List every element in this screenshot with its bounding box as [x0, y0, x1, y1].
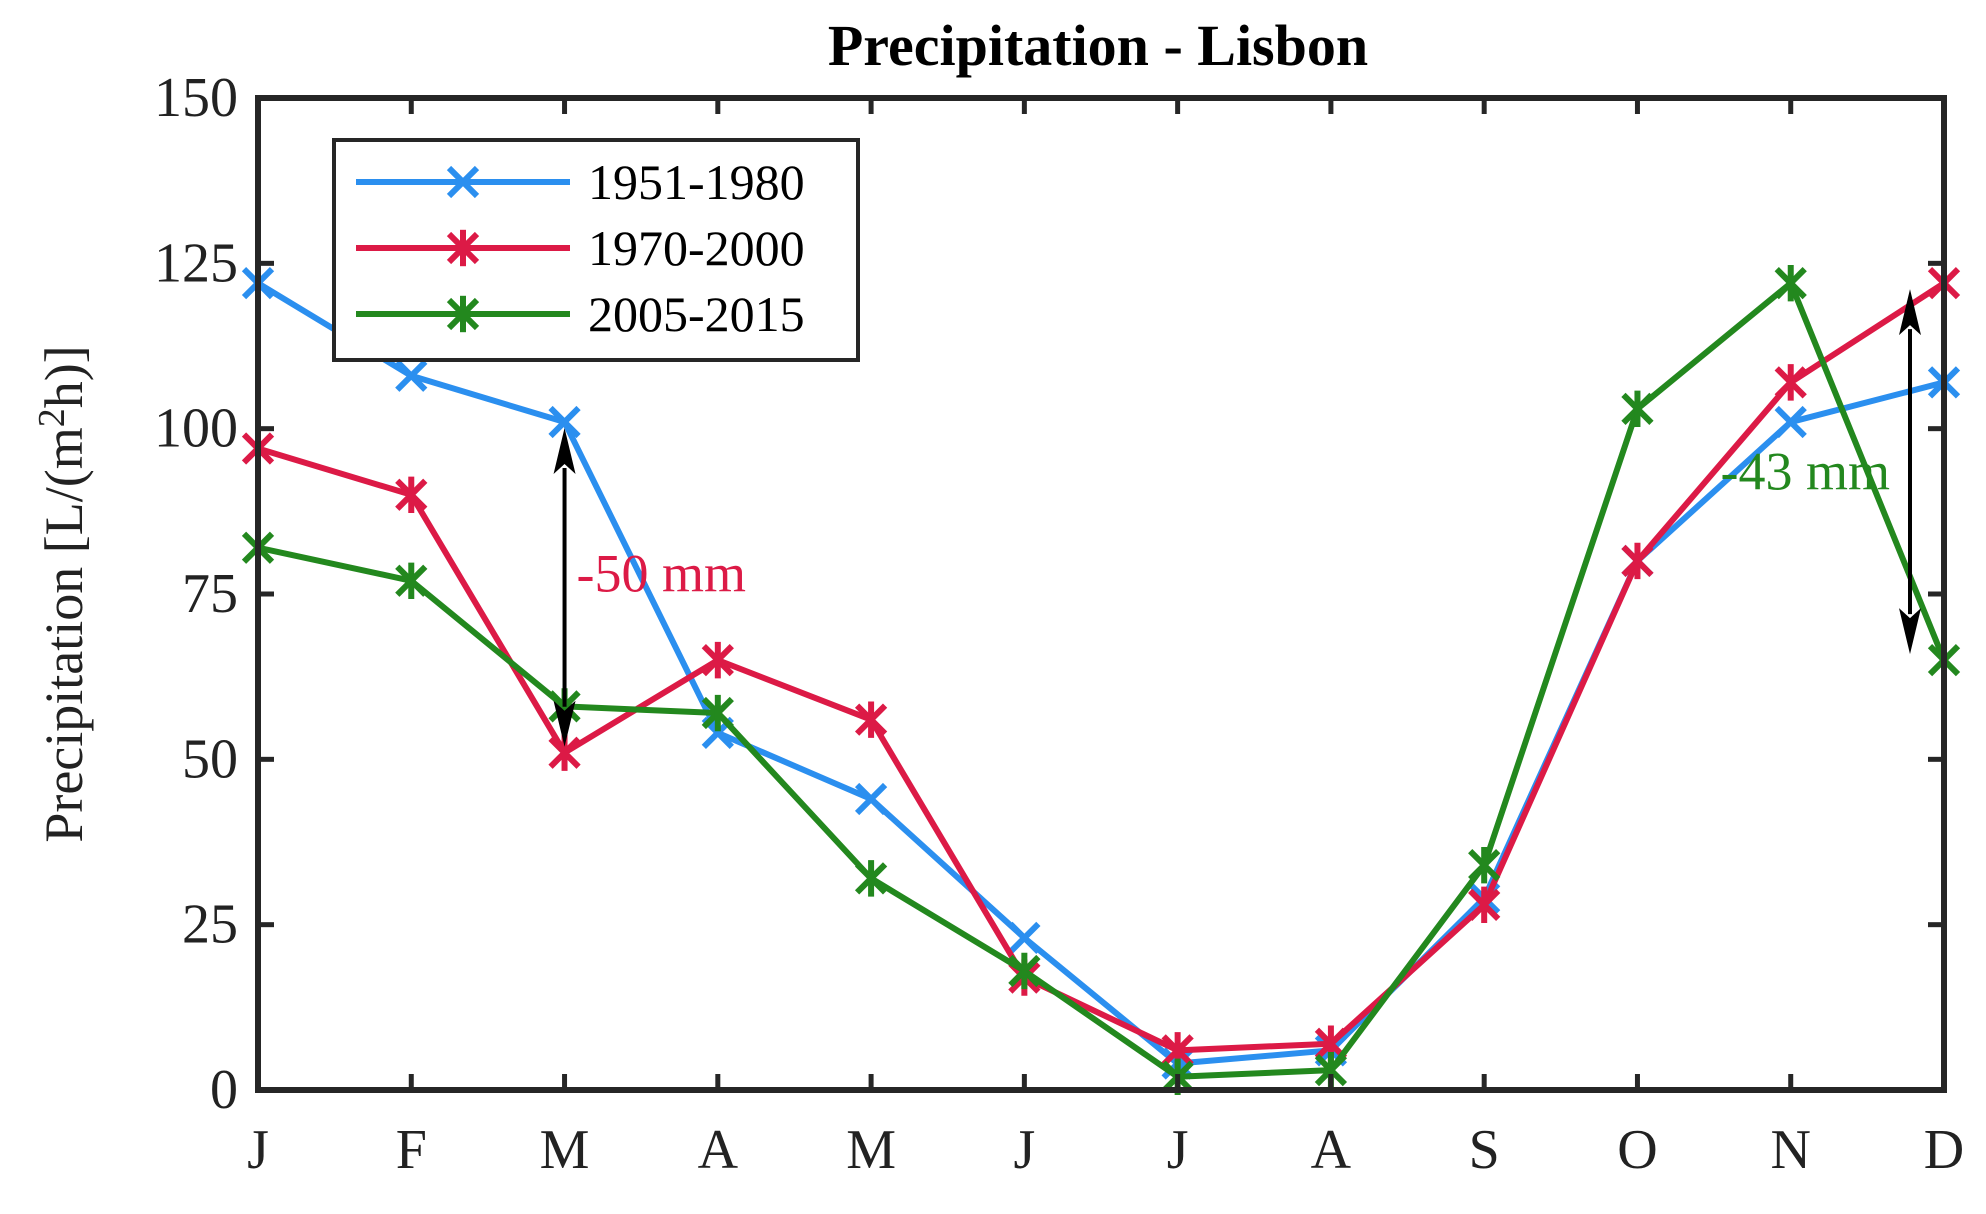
y-axis-label: Precipitation [L/(m2h)] [31, 345, 94, 842]
legend-item-2005-2015: 2005-2015 [356, 286, 805, 342]
annotation-label-1: -43 mm [1721, 442, 1891, 502]
data-point-1970-2000-A-3 [701, 641, 734, 679]
x-tick-label-4: M [846, 1119, 896, 1181]
x-tick-label-3: A [698, 1119, 739, 1181]
data-point-1970-2000-S-8 [1468, 886, 1501, 924]
legend-item-1951-1980: 1951-1980 [356, 154, 805, 210]
data-point-1970-2000-F-1 [395, 476, 428, 513]
chart-title: Precipitation - Lisbon [828, 13, 1368, 78]
data-point-2005-2015-F-1 [395, 562, 428, 599]
y-tick-label-150: 150 [154, 67, 238, 129]
x-tick-label-8: S [1469, 1119, 1500, 1181]
x-tick-label-6: J [1167, 1119, 1189, 1181]
y-tick-label-0: 0 [210, 1059, 238, 1121]
y-tick-label-75: 75 [182, 563, 238, 625]
data-point-2005-2015-N-10 [1774, 264, 1807, 302]
series-2005-2015 [241, 264, 1961, 1095]
annotation-arrowhead-bottom [553, 700, 576, 747]
data-point-2005-2015-J-5 [1008, 952, 1041, 990]
data-point-1951-1980-M-2 [548, 405, 581, 439]
data-point-1951-1980-F-1 [395, 359, 428, 392]
legend-label: 2005-2015 [588, 286, 805, 342]
annotation-label-0: -50 mm [577, 543, 747, 603]
data-point-1951-1980-N-10 [1774, 405, 1807, 439]
data-point-2005-2015-S-8 [1468, 846, 1501, 884]
data-point-1951-1980-J-5 [1008, 921, 1041, 955]
series-line-1951-1980 [256, 280, 1945, 1067]
data-point-2005-2015-M-4 [854, 860, 888, 897]
legend-label: 1970-2000 [588, 220, 805, 276]
series-line-1970-2000 [257, 280, 1946, 1054]
data-point-1951-1980-M-4 [854, 782, 888, 816]
data-point-1970-2000-M-4 [854, 701, 888, 738]
legend-marker [446, 295, 480, 333]
annotation-arrowhead-top [1899, 289, 1921, 336]
annotation-0: -50 mm [553, 428, 747, 747]
data-point-1970-2000-O-9 [1621, 542, 1654, 580]
series-layer [241, 264, 1961, 1095]
x-tick-label-11: D [1924, 1119, 1964, 1181]
annotation-arrowhead-top [553, 428, 576, 475]
x-tick-label-5: J [1013, 1119, 1035, 1181]
x-tick-label-10: N [1771, 1119, 1811, 1181]
legend-marker [446, 165, 480, 199]
y-tick-label-125: 125 [154, 232, 238, 294]
x-tick-label-0: J [247, 1119, 269, 1181]
data-point-1970-2000-N-10 [1774, 364, 1807, 401]
legend: 1951-1980 1970-2000 2005-2015 [332, 138, 860, 362]
y-tick-label-50: 50 [182, 728, 238, 790]
legend-marker [446, 229, 480, 267]
data-point-2005-2015-A-3 [701, 694, 734, 732]
y-tick-label-25: 25 [182, 894, 238, 956]
series-1951-1980 [241, 267, 1961, 1080]
annotation-layer: -50 mm -43 mm [553, 289, 1921, 747]
series-1970-2000 [241, 264, 1961, 1069]
y-ticks: 0 25 50 75 100 125 150 [154, 67, 1944, 1121]
x-tick-label-1: F [396, 1119, 427, 1181]
annotation-arrowhead-bottom [1899, 608, 1921, 655]
legend-label: 1951-1980 [588, 154, 805, 210]
x-tick-label-2: M [540, 1119, 590, 1181]
data-point-2005-2015-O-9 [1621, 390, 1654, 428]
x-tick-label-9: O [1617, 1119, 1657, 1181]
y-tick-label-100: 100 [154, 398, 238, 460]
legend-item-1970-2000: 1970-2000 [356, 220, 805, 276]
annotation-1: -43 mm [1721, 289, 1921, 655]
x-tick-label-7: A [1311, 1119, 1352, 1181]
series-line-2005-2015 [257, 280, 1947, 1080]
